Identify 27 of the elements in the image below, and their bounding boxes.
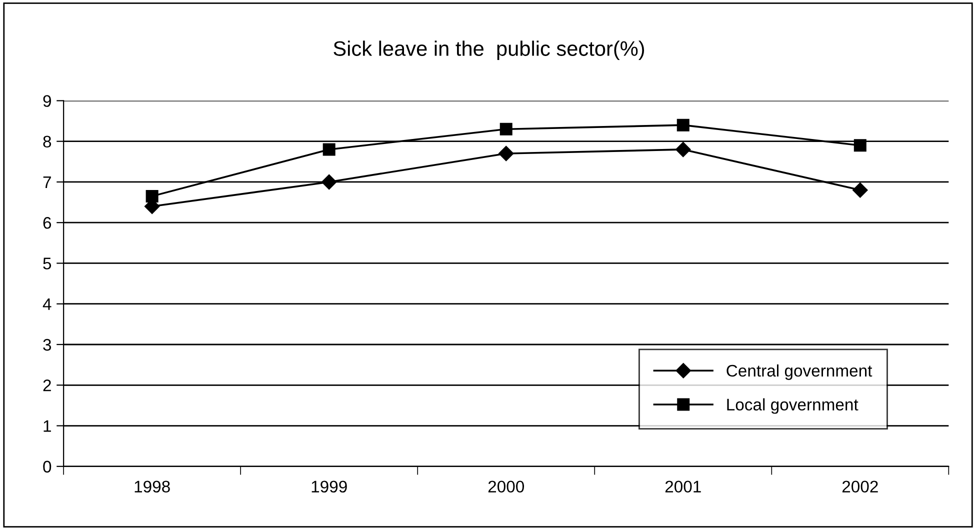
point [676, 118, 690, 132]
y-tick-label: 5 [43, 258, 52, 270]
y-tick-label: 8 [43, 136, 52, 148]
point [852, 182, 868, 198]
x-tick-label: 1999 [312, 480, 347, 493]
point [322, 174, 337, 190]
point [498, 146, 514, 162]
point [676, 142, 691, 158]
point [500, 122, 512, 136]
point [146, 190, 158, 202]
x-tick-label: 2000 [488, 480, 524, 493]
y-tick-label: 1 [44, 420, 51, 432]
y-tick-label: 9 [43, 95, 51, 107]
y-tick-label: 7 [43, 176, 51, 188]
y-tick-label: 0 [43, 460, 52, 473]
y-tick-label: 6 [43, 217, 52, 229]
y-tick-label: 2 [43, 380, 51, 392]
point [854, 139, 866, 152]
legend-label: Central government [726, 364, 872, 380]
x-tick-label: 2001 [665, 480, 701, 493]
chart-title: Sick leave in the public sector(%) [334, 40, 644, 60]
x-tick-label: 1998 [134, 480, 170, 493]
x-tick-label: 2002 [842, 480, 878, 493]
y-tick-label: 3 [43, 338, 52, 351]
point [322, 143, 336, 156]
y-tick-label: 4 [42, 298, 52, 310]
legend-label: Local government [727, 398, 858, 414]
